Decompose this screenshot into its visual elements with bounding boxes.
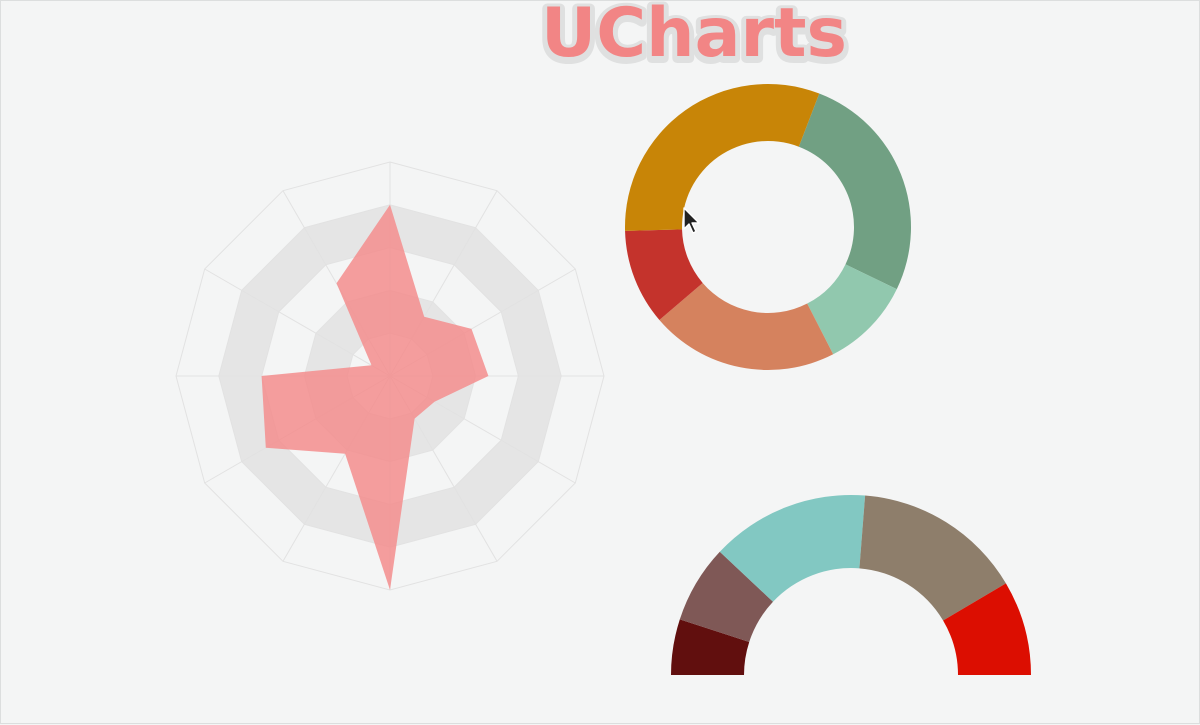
half-donut-slice [671, 619, 750, 675]
radar-series-area [261, 204, 489, 591]
half-donut-slice [719, 494, 866, 602]
donut-slice [659, 282, 834, 371]
half-donut-slice [679, 551, 773, 642]
donut-chart [624, 83, 911, 371]
donut-slice [624, 83, 820, 231]
app-title-graphic: UCharts UCharts [536, 1, 852, 71]
mouse-cursor-icon [683, 207, 700, 234]
app-title: UCharts [541, 1, 847, 71]
radar-chart [175, 161, 605, 591]
app-title-shadow: UCharts [541, 1, 847, 71]
radar-axis-line [204, 268, 391, 377]
half-donut-chart [671, 494, 1031, 675]
half-donut-slice [859, 495, 1006, 621]
donut-slice [807, 264, 897, 355]
half-donut-slice [943, 583, 1031, 675]
donut-slice [798, 93, 911, 290]
donut-slice [625, 229, 703, 321]
